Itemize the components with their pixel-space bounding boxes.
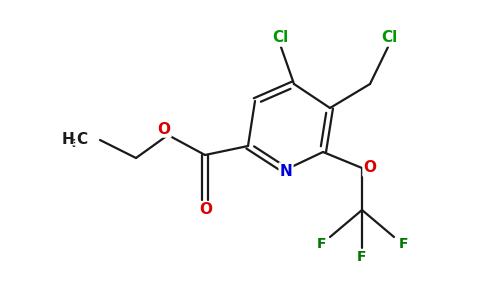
Text: O: O xyxy=(363,160,377,175)
Text: O: O xyxy=(157,122,170,136)
Text: Cl: Cl xyxy=(272,31,288,46)
Text: F: F xyxy=(398,237,408,251)
Text: H: H xyxy=(61,133,75,148)
Text: O: O xyxy=(199,202,212,217)
Text: C: C xyxy=(76,133,88,148)
Text: F: F xyxy=(357,250,367,264)
Text: Cl: Cl xyxy=(381,31,397,46)
Text: 3: 3 xyxy=(71,139,79,149)
Text: N: N xyxy=(280,164,292,178)
Text: F: F xyxy=(316,237,326,251)
